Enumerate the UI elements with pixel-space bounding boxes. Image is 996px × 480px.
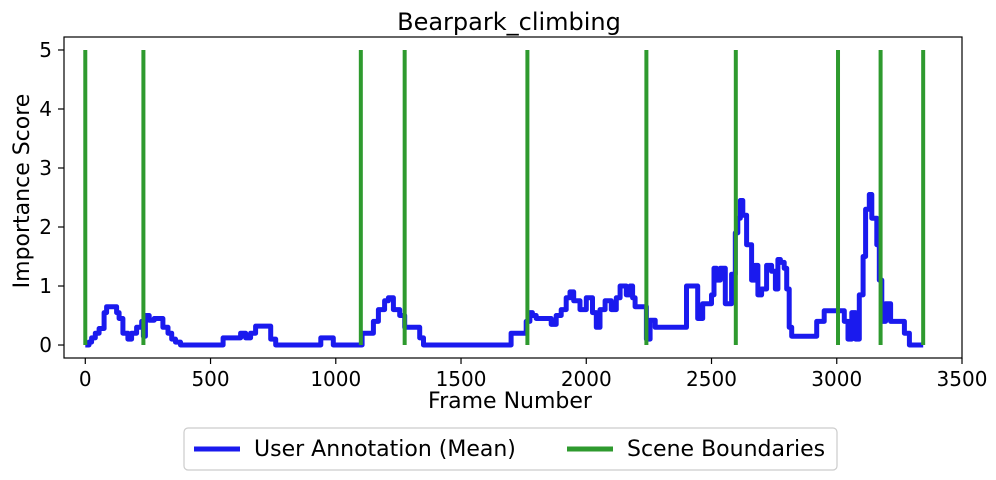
legend-frame <box>183 427 838 471</box>
annotation-line <box>85 192 924 348</box>
y-tick-label-5: 5 <box>39 38 52 62</box>
plot-area: 0 500 1000 1500 2000 2500 3000 3500 0 1 2 3 4 5 <box>39 36 988 391</box>
y-tick-label-0: 0 <box>39 333 52 357</box>
y-tick-label-2: 2 <box>39 215 52 239</box>
plot-frame <box>63 36 963 359</box>
x-tick-label-2: 1000 <box>310 367 361 391</box>
x-tick-label-6: 3000 <box>811 367 862 391</box>
legend-label-boundary: Scene Boundaries <box>627 437 825 462</box>
chart-title: Bearpark_climbing <box>397 8 621 36</box>
y-tick-label-4: 4 <box>39 97 52 121</box>
x-tick-label-3: 1500 <box>436 367 487 391</box>
y-axis-label: Importance Score <box>10 94 35 289</box>
x-tick-label-0: 0 <box>79 367 92 391</box>
legend-label-annotation: User Annotation (Mean) <box>254 437 516 462</box>
x-axis-label: Frame Number <box>428 389 593 414</box>
x-tick-label-1: 500 <box>191 367 229 391</box>
x-tick-label-7: 3500 <box>937 367 988 391</box>
legend: User Annotation (Mean) Scene Boundaries <box>183 427 838 471</box>
y-tick-label-3: 3 <box>39 156 52 180</box>
x-tick-label-5: 2500 <box>686 367 737 391</box>
x-tick-label-4: 2000 <box>561 367 612 391</box>
y-tick-label-1: 1 <box>39 274 52 298</box>
